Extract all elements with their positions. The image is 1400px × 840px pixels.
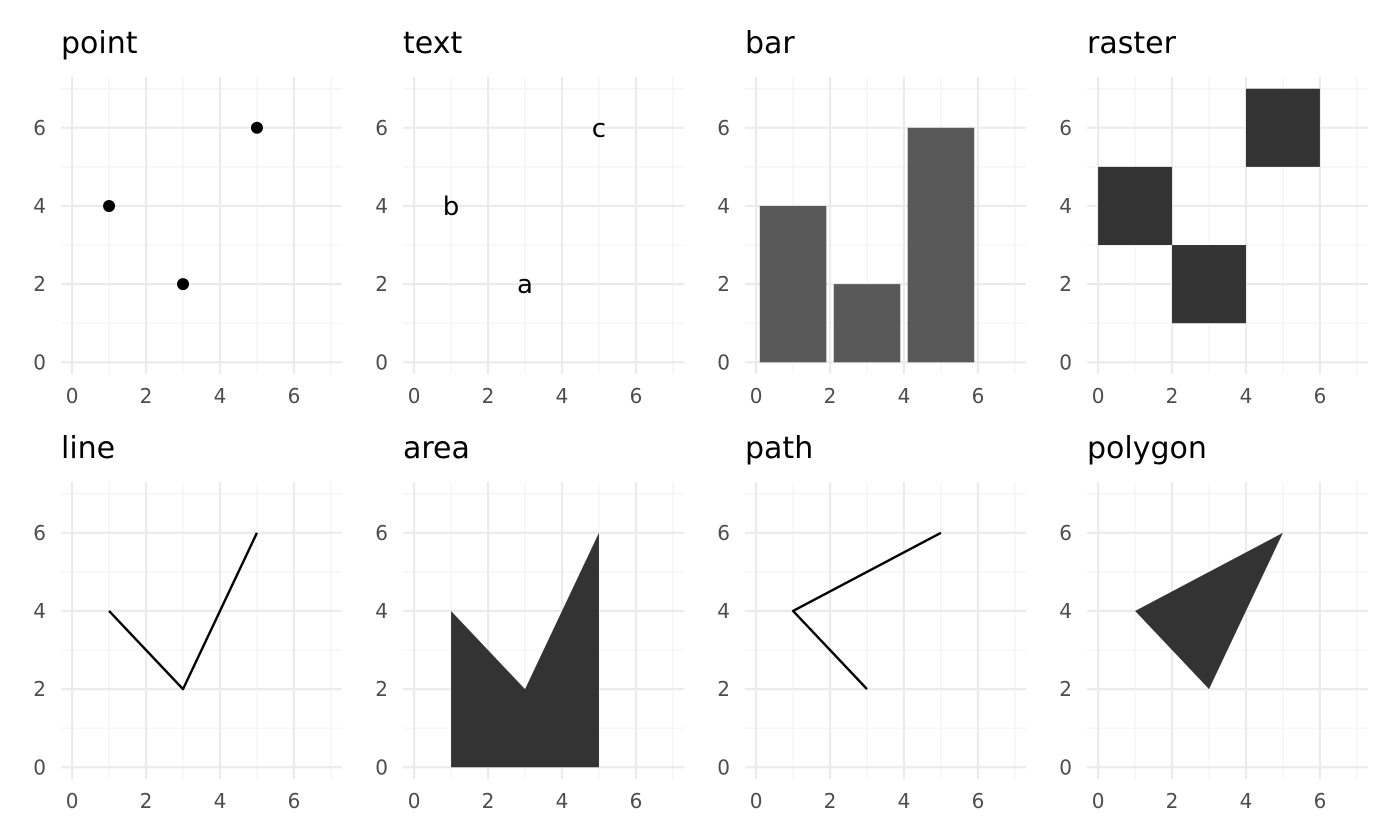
x-tick-label: 0 [1092,384,1105,408]
area-shape [451,532,599,768]
y-tick-label: 0 [717,350,730,374]
x-tick-label: 2 [1166,384,1179,408]
x-tick-label: 0 [750,789,763,813]
y-tick-label: 6 [375,521,388,545]
panel-bar: bar 0 2 4 6 0 2 4 6 [717,26,1026,408]
panel-path: path 0 2 4 6 0 2 4 6 [717,431,1026,813]
y-tick-label: 6 [717,521,730,545]
x-tick-label: 4 [898,789,911,813]
x-tick-label: 6 [972,789,985,813]
data-point [177,278,190,291]
y-tick-label: 2 [33,677,46,701]
x-tick-label: 0 [750,384,763,408]
y-tick-label: 6 [375,116,388,140]
x-tick-label: 6 [288,789,301,813]
x-tick-label: 6 [288,384,301,408]
x-tick-label: 2 [482,789,495,813]
text-label-mark: a [517,270,533,300]
y-tick-label: 4 [1059,599,1072,623]
y-tick-label: 4 [375,194,388,218]
panel-title: bar [745,26,795,61]
panel-title: polygon [1087,431,1207,466]
y-tick-label: 0 [717,755,730,779]
bar [833,284,901,363]
y-tick-label: 2 [1059,272,1072,296]
x-tick-label: 2 [824,789,837,813]
y-tick-label: 2 [33,272,46,296]
x-tick-label: 4 [1240,384,1253,408]
x-tick-label: 0 [66,384,79,408]
panel-title: path [745,431,813,466]
x-tick-label: 2 [482,384,495,408]
panel-line: line 0 2 4 6 0 2 4 6 [33,431,342,813]
bar [907,127,975,363]
y-tick-label: 4 [717,194,730,218]
y-tick-label: 4 [33,599,46,623]
x-tick-label: 4 [898,384,911,408]
x-tick-label: 2 [1166,789,1179,813]
x-tick-label: 6 [1314,789,1327,813]
text-label-mark: c [592,114,606,144]
panel-area: area 0 2 4 6 0 2 4 6 [375,431,684,813]
x-tick-label: 4 [214,384,227,408]
panel-title: line [61,431,115,466]
data-point [103,199,116,212]
y-tick-label: 2 [375,272,388,296]
panel-polygon: polygon 0 2 4 6 0 2 4 6 [1059,431,1368,813]
x-tick-label: 0 [1092,789,1105,813]
y-tick-label: 0 [375,350,388,374]
x-tick-label: 0 [408,789,421,813]
x-tick-label: 6 [630,384,643,408]
y-tick-label: 4 [1059,194,1072,218]
x-tick-label: 2 [140,384,153,408]
x-tick-label: 0 [408,384,421,408]
y-tick-label: 2 [1059,677,1072,701]
x-tick-label: 4 [1240,789,1253,813]
y-tick-label: 4 [33,194,46,218]
y-tick-label: 4 [375,599,388,623]
x-tick-label: 2 [824,384,837,408]
raster-tile [1245,88,1320,167]
y-tick-label: 6 [33,116,46,140]
x-tick-label: 6 [630,789,643,813]
y-tick-label: 2 [375,677,388,701]
series-line [108,532,259,691]
text-label-mark: b [443,192,460,222]
panel-title: point [61,26,138,61]
series-line [791,531,942,690]
raster-tile [1098,166,1173,246]
x-tick-label: 2 [140,789,153,813]
raster-tile [1172,245,1246,324]
y-tick-label: 2 [717,677,730,701]
x-tick-label: 4 [556,384,569,408]
y-tick-label: 2 [717,272,730,296]
y-tick-label: 0 [1059,755,1072,779]
data-point [250,121,263,134]
x-tick-label: 4 [214,789,227,813]
x-tick-label: 4 [556,789,569,813]
y-tick-label: 0 [1059,350,1072,374]
y-tick-label: 0 [375,755,388,779]
y-tick-label: 4 [717,599,730,623]
panel-title: area [403,431,470,466]
bar [759,205,827,363]
y-tick-label: 0 [33,350,46,374]
y-tick-label: 6 [717,116,730,140]
panel-title: text [403,26,462,61]
panel-point: point 0 2 4 6 0 2 4 6 [33,26,342,408]
y-tick-label: 6 [1059,521,1072,545]
panel-title: raster [1087,26,1177,61]
x-tick-label: 6 [1314,384,1327,408]
y-tick-label: 0 [33,755,46,779]
polygon-shape [1135,532,1283,690]
panel-raster: raster 0 2 4 6 0 2 4 6 [1059,26,1368,408]
y-tick-label: 6 [1059,116,1072,140]
x-tick-label: 0 [66,789,79,813]
panel-text: text 0 2 4 6 0 2 4 6 a b c [375,26,684,408]
y-tick-label: 6 [33,521,46,545]
x-tick-label: 6 [972,384,985,408]
